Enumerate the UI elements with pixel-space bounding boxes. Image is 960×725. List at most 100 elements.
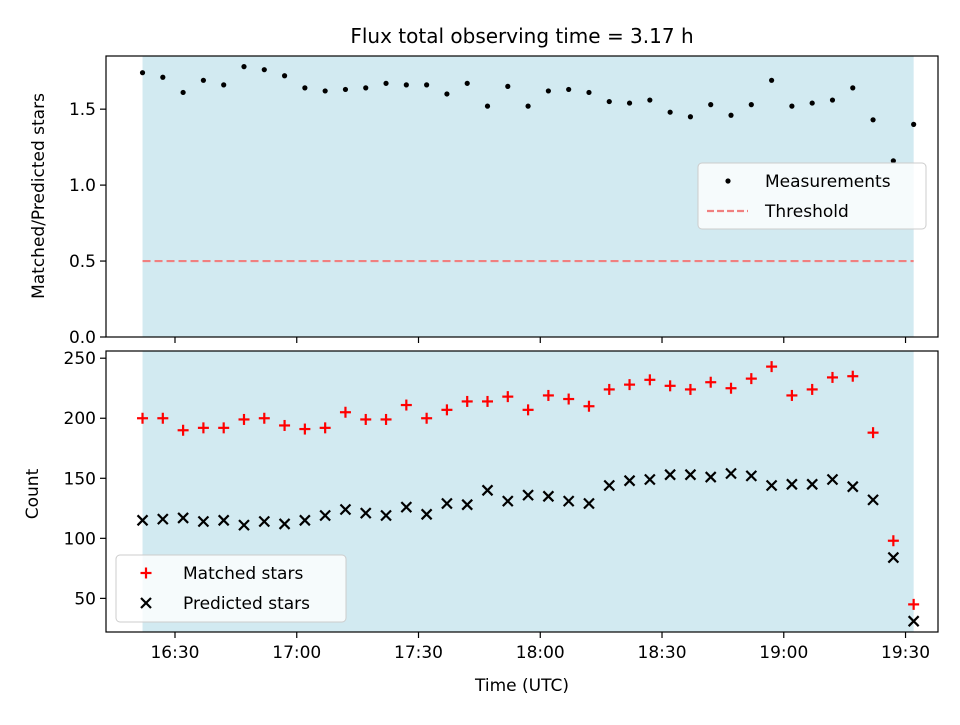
predicted-star-point-b [441,497,453,510]
chart-title: Flux total observing time = 3.17 h [350,24,693,48]
legend-predicted-x [140,597,152,609]
predicted-star-point-b [461,498,473,511]
predicted-star-point [765,479,778,492]
bottom-y-tick-label: 250 [64,349,96,369]
bottom-legend-box [115,554,347,623]
top-legend-box [697,162,927,230]
predicted-star-point [806,478,818,491]
bottom-x-tick-label: 17:30 [394,643,443,663]
measurement-point [464,80,470,86]
legend-predicted-x-b [140,597,152,609]
predicted-star-point [603,479,616,492]
measurement-point [484,103,491,109]
top-legend: Measurements Threshold [697,162,927,230]
matched-star-point [421,412,433,424]
predicted-star-point [400,501,413,513]
bottom-y-axis-label: Count [23,468,43,519]
predicted-star-point-b [380,509,392,522]
bottom-legend: Matched stars Predicted stars [115,554,347,623]
predicted-star-point-b [623,474,636,487]
predicted-star-point-b [826,473,839,486]
bottom-x-tick-label: 17:00 [272,643,321,663]
measurement-point [586,89,592,96]
bottom-y-tick-label: 200 [64,409,96,429]
legend-predicted-label: Predicted stars [183,594,310,614]
top-y-tick-label: 0.0 [69,328,96,348]
measurement-point [626,100,633,106]
predicted-star-point-b [786,478,798,491]
measurement-point [241,64,247,70]
predicted-star-point [299,514,311,527]
measurement-point [160,74,166,80]
predicted-star-point [664,468,676,481]
predicted-star-point-b [542,490,555,503]
predicted-star-point [867,494,879,506]
predicted-star-point-b [765,479,778,492]
matched-star-point [705,376,717,388]
legend-measurements-label: Measurements [765,172,891,192]
bottom-y-tick-label: 50 [74,589,96,609]
measurement-point [850,85,856,91]
predicted-star-point [562,495,575,507]
measurement-point [606,98,612,105]
matched-star-point [806,383,818,395]
bottom-panel: 16:30 17:00 17:30 18:00 18:30 19:00 19:30 50 100… [64,349,939,663]
measurement-point [403,82,409,88]
predicted-star-point-b [867,494,879,506]
measurement-point [302,85,308,91]
predicted-star-point-b [562,495,575,507]
predicted-star-point [217,514,230,527]
top-axes-frame [105,55,939,338]
measurement-point [525,103,531,109]
measurement-point [363,85,369,91]
measurement-point [545,88,551,94]
predicted-star-point-b [846,480,859,493]
bottom-y-tick-label: 150 [64,469,96,489]
predicted-star-point-b [299,514,311,527]
bottom-x-tick-label: 16:30 [150,643,199,663]
matched-star-point [482,395,494,407]
legend-predicted-marker [140,597,152,609]
measurement-point [667,109,673,115]
measurement-point [708,102,714,108]
matched-star-point [684,383,696,395]
top-y-tick-label: 1.0 [69,176,96,196]
matched-star-point [542,389,554,401]
predicted-star-point [907,615,920,627]
predicted-star-point [725,467,737,480]
measurement-point [221,82,227,88]
matched-star-point [624,379,636,391]
predicted-star-point [786,478,798,491]
measurement-point [180,89,186,96]
measurement-point [687,114,694,120]
bottom-x-tick-label: 19:30 [881,643,930,663]
top-y-tick-label: 0.5 [69,252,96,272]
predicted-star-point [583,497,595,510]
predicted-star-point-b [522,489,534,501]
matched-star-point [563,393,575,405]
predicted-star-point [441,497,453,510]
predicted-star-point [238,519,250,531]
matched-star-point [745,373,757,385]
predicted-star-point [522,489,534,501]
predicted-star-point-b [339,503,352,516]
predicted-star-point-b [684,468,697,481]
predicted-star-point-b [217,514,230,527]
matched-star-point [380,413,392,425]
predicted-star-point-b [806,478,818,491]
bottom-x-tick-label: 19:00 [759,643,808,663]
matched-star-point [826,371,838,383]
measurement-point [809,100,815,106]
legend-threshold-label: Threshold [764,202,849,222]
matched-star-point [867,427,879,439]
predicted-star-point [339,503,352,516]
matched-star-point [360,413,372,425]
predicted-star-point [502,495,514,507]
matched-star-point [238,413,250,425]
bottom-x-tick-label: 18:30 [638,643,687,663]
matched-star-point [319,422,331,434]
matched-star-point [908,598,920,610]
predicted-star-point-b [583,497,595,510]
measurement-point [769,77,775,83]
